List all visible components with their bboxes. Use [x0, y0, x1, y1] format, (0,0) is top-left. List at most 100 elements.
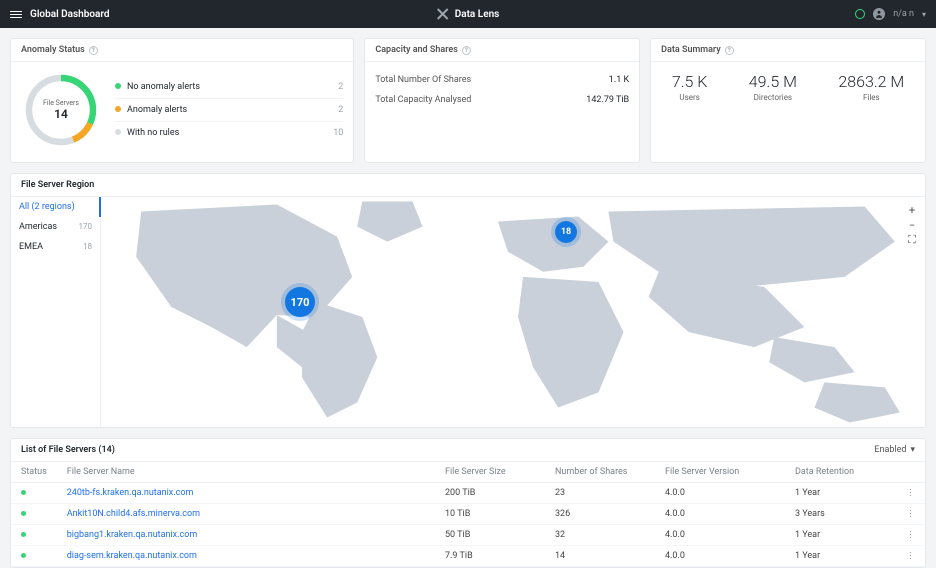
info-icon[interactable]: ? [725, 46, 734, 55]
file-server-link[interactable]: bigbang1.kraken.qa.nutanix.com [67, 530, 198, 540]
info-icon[interactable]: ? [89, 46, 98, 55]
donut-value: 14 [54, 107, 68, 121]
col-version[interactable]: File Server Version [655, 462, 785, 483]
page-title: Global Dashboard [30, 9, 110, 20]
health-status-icon[interactable] [855, 9, 865, 19]
cell-actions: ⋯ [895, 525, 925, 546]
dot-icon [115, 129, 121, 135]
header-left: Global Dashboard [10, 9, 110, 20]
col-size[interactable]: File Server Size [435, 462, 545, 483]
capacity-row: Total Number Of Shares 1.1 K [375, 70, 629, 90]
col-status[interactable]: Status [11, 462, 57, 483]
col-retention[interactable]: Data Retention [785, 462, 895, 483]
summary-item: 7.5 K Users [672, 72, 708, 102]
anomaly-status-card: Anomaly Status ? File Servers 14 No anom… [10, 38, 354, 163]
col-shares[interactable]: Number of Shares [545, 462, 655, 483]
info-icon[interactable]: ? [462, 46, 471, 55]
cell-actions: ⋯ [895, 546, 925, 567]
cell-actions: ⋯ [895, 483, 925, 504]
world-map[interactable]: + − ⛶ 170 18 [101, 197, 925, 427]
anomaly-row-count: 2 [338, 105, 343, 115]
file-servers-table-card: List of File Servers (14) Enabled ▾ Stat… [10, 438, 926, 568]
card-header: Anomaly Status ? [11, 39, 353, 62]
cell-size: 50 TiB [435, 525, 545, 546]
summary-label: Files [838, 93, 904, 102]
cell-status [11, 504, 57, 525]
data-summary-card: Data Summary ? 7.5 K Users 49.5 M Direct… [650, 38, 926, 163]
donut-label: File Servers [43, 99, 79, 107]
avatar-icon[interactable] [873, 8, 885, 20]
cell-actions: ⋯ [895, 504, 925, 525]
row-menu-icon[interactable]: ⋯ [905, 530, 915, 540]
file-server-link[interactable]: 240tb-fs.kraken.qa.nutanix.com [67, 488, 194, 498]
summary-label: Users [672, 93, 708, 102]
table-row: 240tb-fs.kraken.qa.nutanix.com200 TiB234… [11, 483, 925, 504]
zoom-in-icon[interactable]: + [905, 203, 919, 217]
status-dot-icon [21, 532, 26, 537]
region-label: Americas [19, 222, 57, 232]
anomaly-row[interactable]: Anomaly alerts 2 [115, 99, 343, 122]
table-row: bigbang1.kraken.qa.nutanix.com50 TiB324.… [11, 525, 925, 546]
donut-center: File Servers 14 [21, 70, 101, 150]
cell-name: 240tb-fs.kraken.qa.nutanix.com [57, 483, 435, 504]
summary-value: 49.5 M [749, 72, 797, 91]
anomaly-row[interactable]: No anomaly alerts 2 [115, 76, 343, 99]
anomaly-row-label: With no rules [127, 128, 179, 138]
cell-name: diag-sem.kraken.qa.nutanix.com [57, 546, 435, 567]
chevron-down-icon[interactable]: ▾ [922, 10, 926, 19]
region-row-emea[interactable]: EMEA 18 [11, 237, 100, 257]
cell-shares: 14 [545, 546, 655, 567]
card-title: Anomaly Status [21, 45, 85, 55]
anomaly-row-label: Anomaly alerts [127, 105, 187, 115]
row-menu-icon[interactable]: ⋯ [905, 509, 915, 519]
cell-version: 4.0.0 [655, 483, 785, 504]
summary-value: 7.5 K [672, 72, 708, 91]
anomaly-donut: File Servers 14 [21, 70, 101, 150]
cell-status [11, 546, 57, 567]
zoom-out-icon[interactable]: − [905, 218, 919, 232]
col-name[interactable]: File Server Name [57, 462, 435, 483]
table-row: diag-sem.kraken.qa.nutanix.com7.9 TiB144… [11, 546, 925, 567]
status-dot-icon [21, 511, 26, 516]
capacity-val: 1.1 K [609, 75, 629, 85]
cell-name: bigbang1.kraken.qa.nutanix.com [57, 525, 435, 546]
table-row: Ankit10N.child4.afs.minerva.com10 TiB326… [11, 504, 925, 525]
dot-icon [115, 106, 121, 112]
card-body: Total Number Of Shares 1.1 K Total Capac… [365, 62, 639, 122]
map-bubble[interactable]: 18 [555, 221, 577, 243]
header-right: n/a n ▾ [855, 8, 926, 20]
anomaly-row[interactable]: With no rules 10 [115, 122, 343, 144]
fullscreen-icon[interactable]: ⛶ [905, 233, 919, 247]
cell-version: 4.0.0 [655, 504, 785, 525]
anomaly-row-count: 10 [333, 128, 343, 138]
capacity-card: Capacity and Shares ? Total Number Of Sh… [364, 38, 640, 163]
map-bubble[interactable]: 170 [285, 287, 315, 317]
map-controls: + − ⛶ [905, 203, 919, 247]
user-label[interactable]: n/a n [893, 9, 914, 19]
anomaly-row-label: No anomaly alerts [127, 82, 200, 92]
brand: Data Lens [437, 8, 500, 20]
region-row-all[interactable]: All (2 regions) [11, 197, 101, 217]
capacity-row: Total Capacity Analysed 142.79 TiB [375, 90, 629, 110]
table-title: List of File Servers (14) [21, 445, 115, 455]
card-body: File Servers 14 No anomaly alerts 2 Anom… [11, 62, 353, 162]
file-server-link[interactable]: diag-sem.kraken.qa.nutanix.com [67, 551, 197, 561]
row-menu-icon[interactable]: ⋯ [905, 551, 915, 561]
brand-name: Data Lens [455, 9, 500, 20]
cell-size: 200 TiB [435, 483, 545, 504]
file-servers-table: Status File Server Name File Server Size… [11, 462, 925, 567]
cell-status [11, 525, 57, 546]
region-label: EMEA [19, 242, 43, 252]
table-filter-dropdown[interactable]: Enabled ▾ [874, 445, 915, 455]
app-header: Global Dashboard Data Lens n/a n ▾ [0, 0, 936, 28]
file-server-region-card: File Server Region All (2 regions) Ameri… [10, 173, 926, 428]
row-menu-icon[interactable]: ⋯ [905, 488, 915, 498]
cell-retention: 1 Year [785, 483, 895, 504]
status-dot-icon [21, 553, 26, 558]
menu-icon[interactable] [10, 9, 22, 19]
region-row-americas[interactable]: Americas 170 [11, 217, 100, 237]
dot-icon [115, 83, 121, 89]
file-server-link[interactable]: Ankit10N.child4.afs.minerva.com [67, 509, 200, 519]
cell-shares: 32 [545, 525, 655, 546]
summary-value: 2863.2 M [838, 72, 904, 91]
